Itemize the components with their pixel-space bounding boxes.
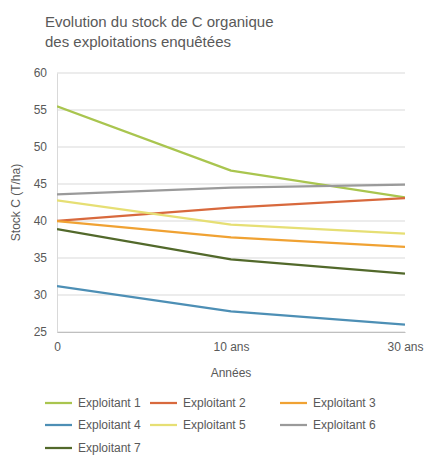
- x-axis-title: Années: [211, 366, 252, 380]
- y-tick-label: 40: [34, 214, 48, 228]
- series-line: [57, 198, 405, 221]
- legend-label: Exploitant 7: [78, 441, 141, 455]
- title: Evolution du stock de C organiquedes exp…: [45, 13, 273, 50]
- grid: [57, 73, 405, 332]
- legend-swatch: [45, 402, 72, 404]
- x-tick-label: 30 ans: [387, 340, 423, 354]
- legend-item: Exploitant 2: [150, 396, 246, 410]
- legend-label: Exploitant 5: [183, 418, 246, 432]
- y-axis-title: Stock C (T/ha): [9, 164, 23, 241]
- chart: Evolution du stock de C organiquedes exp…: [0, 0, 427, 475]
- legend-label: Exploitant 6: [313, 418, 376, 432]
- legend-label: Exploitant 2: [183, 396, 246, 410]
- legend-item: Exploitant 1: [45, 396, 141, 410]
- grid-line: [57, 332, 405, 333]
- y-tick-label: 50: [34, 140, 48, 154]
- legend-label: Exploitant 3: [313, 396, 376, 410]
- series-line: [57, 200, 405, 233]
- x-tick: 30 ans: [387, 332, 423, 354]
- x-tick-label: 0: [54, 340, 61, 354]
- y-tick-label: 25: [34, 325, 48, 339]
- y-tick-label: 35: [34, 251, 48, 265]
- legend-item: Exploitant 4: [45, 418, 141, 432]
- x-tick-label: 10 ans: [213, 340, 249, 354]
- series-lines: [57, 106, 405, 324]
- y-axis: 25 30 35 40 45 50 55 60: [34, 66, 58, 339]
- y-tick: 25: [34, 325, 57, 339]
- legend-label: Exploitant 4: [78, 418, 141, 432]
- legend-swatch: [45, 447, 72, 449]
- grid-line: [57, 147, 405, 148]
- legend-label: Exploitant 1: [78, 396, 141, 410]
- y-tick: 45: [34, 177, 57, 191]
- series-line: [57, 106, 405, 197]
- y-tick-label: 60: [34, 66, 48, 80]
- x-tick: 0: [54, 332, 61, 354]
- legend-item: Exploitant 5: [150, 418, 246, 432]
- grid-line: [57, 110, 405, 111]
- legend-swatch: [45, 424, 72, 426]
- legend-swatch: [150, 402, 177, 404]
- grid-line: [57, 73, 405, 74]
- y-axis-line: [57, 74, 58, 333]
- x-tick: 10 ans: [213, 332, 249, 354]
- legend-item: Exploitant 6: [280, 418, 376, 432]
- y-tick-label: 30: [34, 288, 48, 302]
- y-tick: 30: [34, 288, 57, 302]
- grid-line: [57, 184, 405, 185]
- y-tick-label: 45: [34, 177, 48, 191]
- x-axis-line: [58, 332, 406, 333]
- series-line: [57, 185, 405, 195]
- legend-swatch: [150, 424, 177, 426]
- series-line: [57, 286, 405, 324]
- y-tick: 55: [34, 103, 57, 117]
- series-line: [57, 229, 405, 273]
- x-axis: 0 10 ans 30 ans: [54, 332, 423, 354]
- legend-item: Exploitant 7: [45, 441, 141, 455]
- y-tick: 35: [34, 251, 57, 265]
- legend-swatch: [280, 402, 307, 404]
- y-tick: 60: [34, 66, 57, 80]
- plot: 25 30 35 40 45 50 55 60 0 10 ans 30 ans: [34, 66, 424, 353]
- legend-item: Exploitant 3: [280, 396, 376, 410]
- y-tick: 40: [34, 214, 57, 228]
- y-tick: 50: [34, 140, 57, 154]
- legend: Exploitant 1 Exploitant 2 Exploitant 3 Expl…: [45, 396, 376, 455]
- y-tick-label: 55: [34, 103, 48, 117]
- legend-swatch: [280, 424, 307, 426]
- grid-line: [57, 221, 405, 222]
